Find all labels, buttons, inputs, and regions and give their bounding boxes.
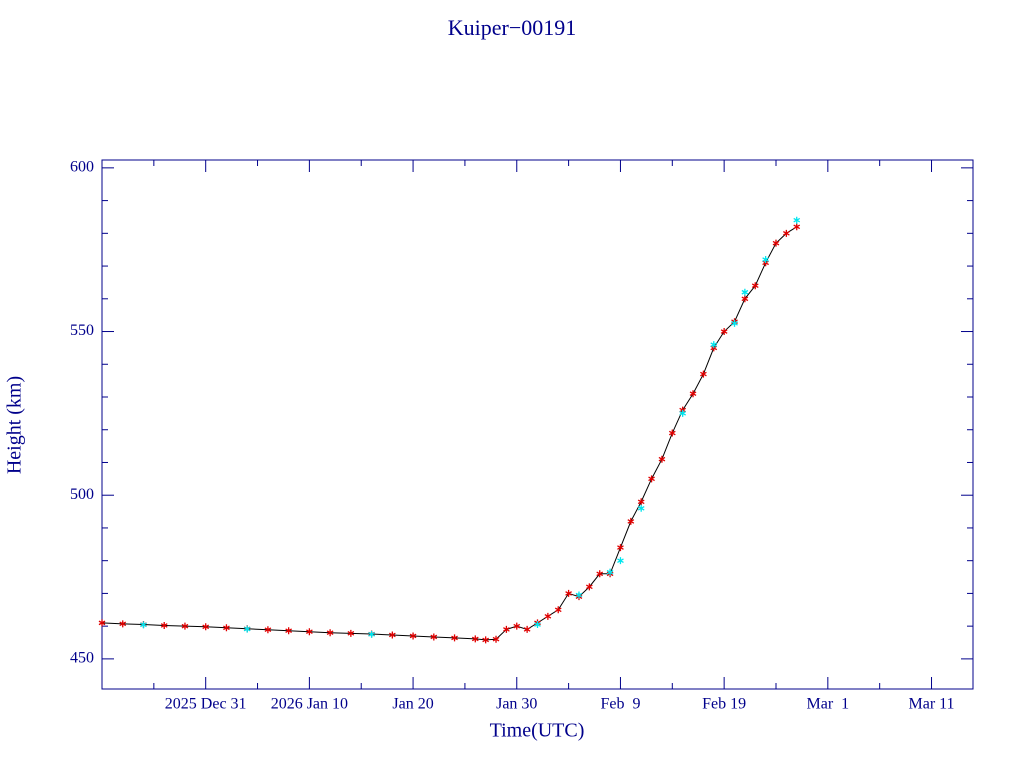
data-point	[731, 319, 738, 327]
data-point	[751, 282, 759, 290]
data-point	[285, 627, 292, 635]
data-point	[409, 632, 417, 640]
data-point	[689, 390, 697, 398]
data-point	[223, 624, 230, 632]
data-point	[326, 629, 334, 637]
data-point	[119, 620, 127, 628]
y-tick-label: 450	[70, 650, 94, 667]
data-point	[306, 628, 313, 636]
data-point	[430, 633, 438, 641]
data-point	[98, 619, 106, 627]
x-tick-label: Jan 30	[496, 696, 537, 713]
data-point	[243, 625, 251, 633]
data-point	[658, 455, 666, 463]
data-point	[388, 631, 396, 639]
data-point	[596, 570, 604, 578]
data-point	[741, 295, 749, 303]
x-tick-label: Feb 19	[702, 696, 746, 713]
data-point	[264, 626, 272, 634]
data-point	[482, 636, 490, 644]
data-point	[160, 621, 168, 629]
x-axis-label: Time(UTC)	[490, 720, 585, 742]
data-point	[617, 557, 624, 565]
y-tick-label: 500	[70, 486, 94, 503]
x-tick-label: 2025 Dec 31	[165, 696, 247, 713]
y-tick-label: 600	[70, 159, 94, 176]
y-axis-label: Height (km)	[4, 376, 26, 474]
series-line	[101, 226, 797, 641]
data-point	[534, 621, 541, 629]
data-point	[140, 621, 147, 629]
data-point	[637, 504, 645, 512]
data-point	[565, 589, 572, 597]
x-tick-label: Mar 11	[908, 696, 954, 713]
data-point	[627, 517, 635, 525]
plot-frame	[101, 159, 974, 690]
data-point	[544, 612, 552, 620]
y-tick-label: 550	[70, 322, 94, 339]
data-point	[606, 568, 614, 576]
x-tick-label: 2026 Jan 10	[271, 696, 348, 713]
data-point	[648, 475, 655, 483]
data-point	[492, 635, 500, 643]
data-point	[668, 429, 676, 437]
x-tick-label: Mar 1	[807, 696, 850, 713]
data-point	[637, 498, 645, 506]
data-point	[202, 623, 210, 631]
data-point	[451, 634, 458, 642]
data-point	[554, 606, 562, 614]
data-point	[783, 229, 790, 237]
data-point	[772, 239, 780, 247]
data-point	[523, 625, 531, 633]
data-point	[575, 591, 583, 599]
data-point	[503, 625, 510, 633]
data-point	[762, 256, 769, 264]
data-point	[585, 583, 593, 591]
data-point	[181, 622, 189, 630]
x-tick-label: Feb 9	[600, 696, 640, 713]
data-point	[368, 630, 375, 638]
data-point	[720, 328, 728, 336]
data-point	[347, 629, 355, 637]
x-tick-label: Jan 20	[392, 696, 433, 713]
data-point	[679, 409, 687, 417]
data-point	[617, 544, 624, 552]
data-point	[710, 341, 718, 349]
data-point	[471, 635, 479, 643]
chart-title: Kuiper−00191	[448, 15, 577, 40]
data-point	[793, 223, 801, 231]
data-point	[513, 622, 521, 630]
data-point	[793, 216, 801, 224]
data-point	[741, 288, 749, 296]
data-point	[700, 370, 707, 378]
